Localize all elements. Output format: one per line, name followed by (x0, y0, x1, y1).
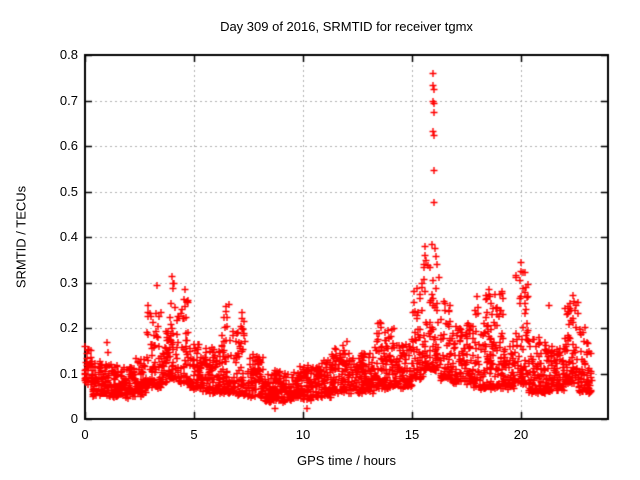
y-tick-label: 0.7 (59, 92, 78, 108)
y-tick-label: 0.8 (59, 47, 78, 62)
x-axis-label: GPS time / hours (297, 453, 396, 468)
x-tick-label: 10 (295, 427, 311, 442)
y-tick-label: 0.4 (59, 229, 78, 244)
y-tick-label: 0.2 (59, 320, 78, 335)
y-tick-label: 0.1 (59, 365, 78, 381)
x-tick-label: 15 (404, 427, 420, 442)
x-tick-label: 0 (81, 427, 89, 442)
y-tick-label: 0 (70, 411, 78, 426)
y-tick-label: 0.3 (59, 274, 78, 290)
y-axis-label: SRMTID / TECUs (13, 185, 29, 289)
x-tick-label: 5 (190, 427, 198, 442)
y-tick-label: 0.5 (59, 183, 78, 199)
y-tick-label: 0.6 (59, 138, 78, 153)
x-tick-label: 20 (513, 427, 529, 442)
chart-title: Day 309 of 2016, SRMTID for receiver tgm… (220, 19, 473, 34)
